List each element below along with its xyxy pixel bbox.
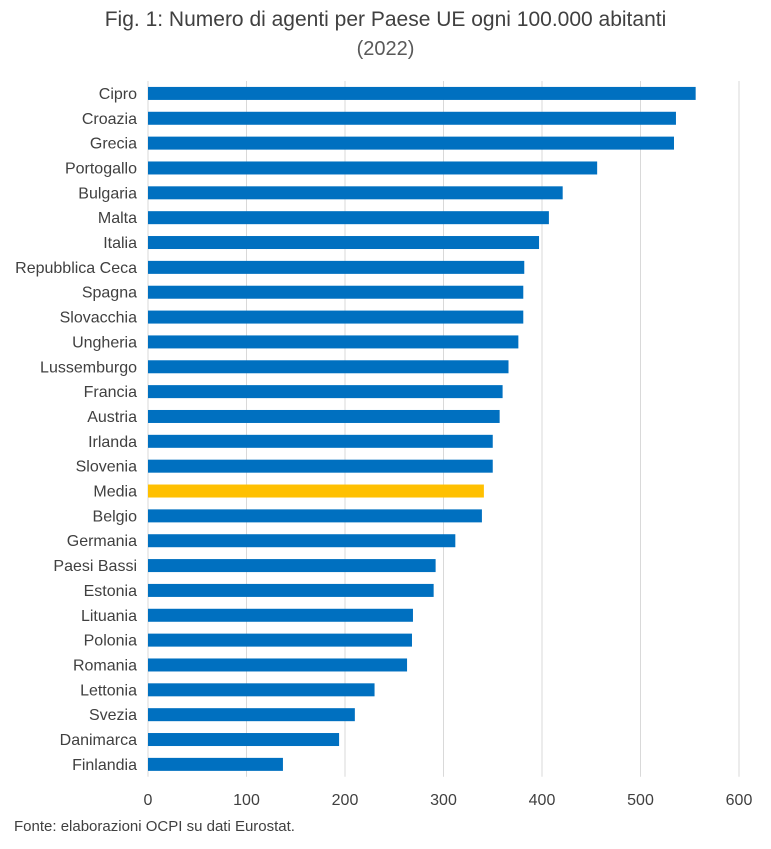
category-label: Estonia [84,583,137,600]
chart-subtitle: (2022) [356,38,415,60]
category-label: Belgio [93,508,138,525]
bar [148,509,482,523]
bar [148,161,598,175]
category-label: Germania [67,533,137,550]
category-label: Lussemburgo [40,359,137,376]
bar [148,335,519,349]
category-label: Bulgaria [78,185,137,202]
x-tick-label: 600 [726,792,753,809]
bar [148,86,696,100]
category-label: Malta [98,210,137,227]
bars [148,86,696,771]
category-label: Austria [87,409,137,426]
x-tick-label: 0 [144,792,153,809]
x-tick-label: 200 [332,792,359,809]
bar [148,360,509,374]
gridlines [147,81,740,777]
category-label: Lituania [81,608,137,625]
category-label: Portogallo [65,160,137,177]
source-note: Fonte: elaborazioni OCPI su dati Eurosta… [14,818,295,835]
bar [148,708,355,722]
category-label: Francia [84,384,137,401]
category-label: Repubblica Ceca [15,260,137,277]
bar [148,136,674,150]
category-label: Ungheria [72,334,137,351]
category-label: Spagna [82,285,137,302]
bar [148,111,676,125]
bar [148,285,524,299]
bar [148,583,434,597]
category-label: Romania [73,657,137,674]
category-label: Grecia [90,136,137,153]
bar [148,733,340,747]
bar-highlight [148,484,484,498]
bar [148,459,493,473]
bar [148,236,540,250]
bar [148,608,413,622]
bar [148,559,436,573]
category-label: Polonia [84,633,137,650]
category-label: Finlandia [72,757,137,774]
chart-title: Fig. 1: Numero di agenti per Paese UE og… [104,8,667,31]
bar [148,658,408,672]
category-label: Paesi Bassi [53,558,137,575]
category-label: Slovenia [76,459,137,476]
x-tick-label: 300 [430,792,457,809]
x-axis-ticks: 0 100 200 300 400 500 600 [144,792,753,809]
category-label: Croazia [82,111,137,128]
category-label: Danimarca [60,732,137,749]
bar [148,186,563,200]
bar [148,385,503,399]
category-label: Lettonia [80,682,137,699]
bar [148,534,456,548]
bar [148,683,375,697]
category-label: Media [93,484,137,501]
category-labels: Cipro Croazia Grecia Portogallo Bulgaria Malt… [15,86,137,774]
x-tick-label: 500 [627,792,654,809]
bar [148,757,283,771]
bar [148,633,412,647]
category-label: Cipro [99,86,137,103]
x-tick-label: 400 [529,792,556,809]
x-tick-label: 100 [233,792,260,809]
bar [148,409,500,423]
bar [148,260,525,274]
bar [148,310,524,324]
category-label: Italia [103,235,137,252]
category-label: Svezia [89,707,137,724]
category-label: Irlanda [88,434,137,451]
bar [148,434,493,448]
bar [148,211,549,225]
category-label: Slovacchia [60,310,137,327]
